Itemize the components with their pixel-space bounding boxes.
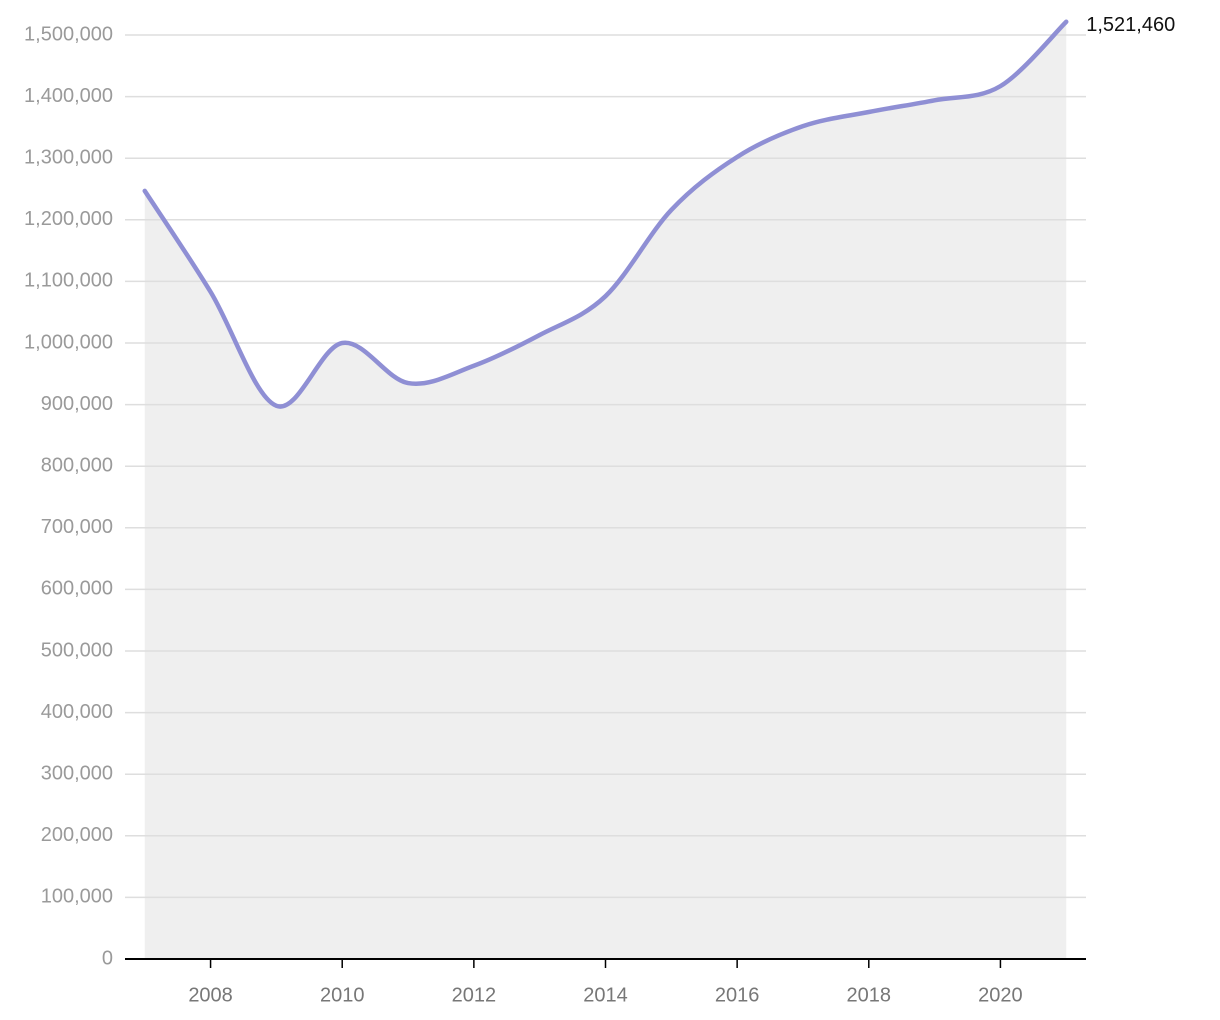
- y-tick-label: 1,000,000: [24, 331, 113, 353]
- y-tick-label: 1,500,000: [24, 23, 113, 45]
- x-tick-label: 2012: [452, 984, 497, 1006]
- y-tick-label: 300,000: [41, 762, 113, 784]
- y-tick-label: 500,000: [41, 639, 113, 661]
- line: [142, 19, 1069, 409]
- x-tick-label: 2014: [583, 984, 628, 1006]
- y-tick-label: 1,300,000: [24, 146, 113, 168]
- y-tick-label: 700,000: [41, 516, 113, 538]
- y-tick-label: 1,100,000: [24, 270, 113, 292]
- x-tick-label: 2016: [715, 984, 760, 1006]
- y-tick-label: 1,200,000: [24, 208, 113, 230]
- value-label: 1,521,460: [1086, 14, 1175, 36]
- y-tick-label: 900,000: [41, 393, 113, 415]
- x-tick-label: 2018: [847, 984, 892, 1006]
- x-tick-label: 2020: [978, 984, 1023, 1006]
- y-tick-label: 800,000: [41, 454, 113, 476]
- area: [144, 21, 1067, 959]
- x-tick-label: 2008: [188, 984, 233, 1006]
- y-tick-label: 200,000: [41, 824, 113, 846]
- x-tick-label: 2010: [320, 984, 365, 1006]
- y-tick-label: 0: [102, 947, 113, 969]
- y-tick-label: 100,000: [41, 886, 113, 908]
- y-tick-label: 400,000: [41, 701, 113, 723]
- y-tick-label: 1,400,000: [24, 85, 113, 107]
- y-tick-label: 600,000: [41, 578, 113, 600]
